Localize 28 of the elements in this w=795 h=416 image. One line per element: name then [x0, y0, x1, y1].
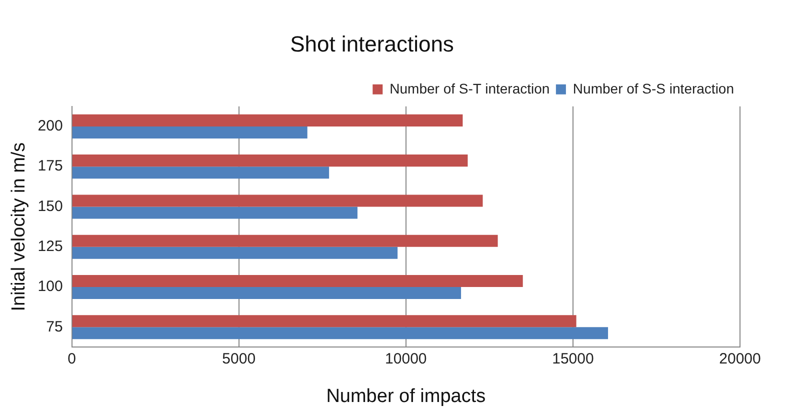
x-tick-label: 0 [68, 350, 76, 368]
bar [72, 287, 462, 300]
y-tick-label: 175 [38, 158, 63, 175]
bar [72, 194, 483, 207]
y-tick-label: 200 [38, 118, 63, 135]
legend-label: Number of S-S interaction [572, 80, 734, 96]
x-tick-label: 10000 [385, 350, 427, 368]
x-axis-title: Number of impacts [326, 386, 486, 407]
x-tick-label: 15000 [552, 350, 594, 368]
bar [72, 315, 576, 328]
bar [72, 126, 308, 139]
chart-title: Shot interactions [290, 31, 454, 56]
bar [72, 327, 608, 340]
x-tick-label: 20000 [719, 350, 761, 368]
y-axis-title: Initial velocity in m/s [8, 142, 30, 312]
y-tick-label: 125 [38, 238, 63, 256]
legend-label: Number of S-T interaction [390, 80, 550, 96]
bar [72, 166, 330, 179]
bar [72, 234, 498, 247]
bar [72, 114, 463, 126]
y-tick-label: 100 [38, 278, 63, 296]
bar [72, 274, 523, 287]
y-tick-label: 75 [46, 318, 63, 336]
x-tick-label: 5000 [222, 350, 256, 368]
bar [72, 154, 468, 167]
bar [72, 246, 398, 259]
y-tick-label: 150 [38, 198, 63, 215]
bar [72, 206, 358, 219]
